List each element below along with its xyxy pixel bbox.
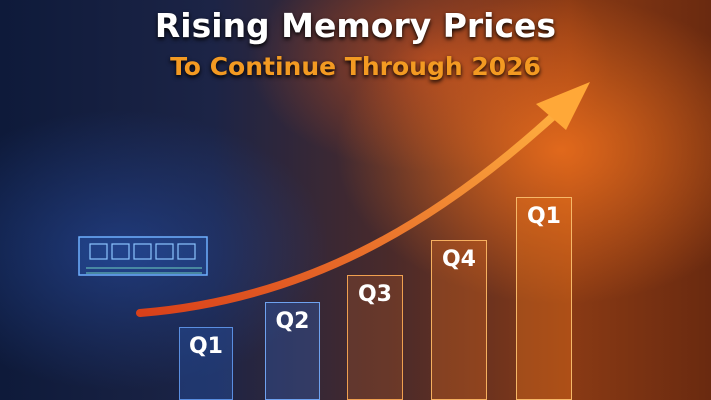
bar-q1: Q1 [179,327,233,400]
bar-q2: Q2 [265,302,320,400]
page-subtitle: To Continue Through 2026 [170,52,541,81]
bar-q1-next: Q1 [516,197,572,400]
memory-module-icon [78,236,208,276]
page-title: Rising Memory Prices [154,6,557,45]
bar-q3: Q3 [347,275,403,400]
